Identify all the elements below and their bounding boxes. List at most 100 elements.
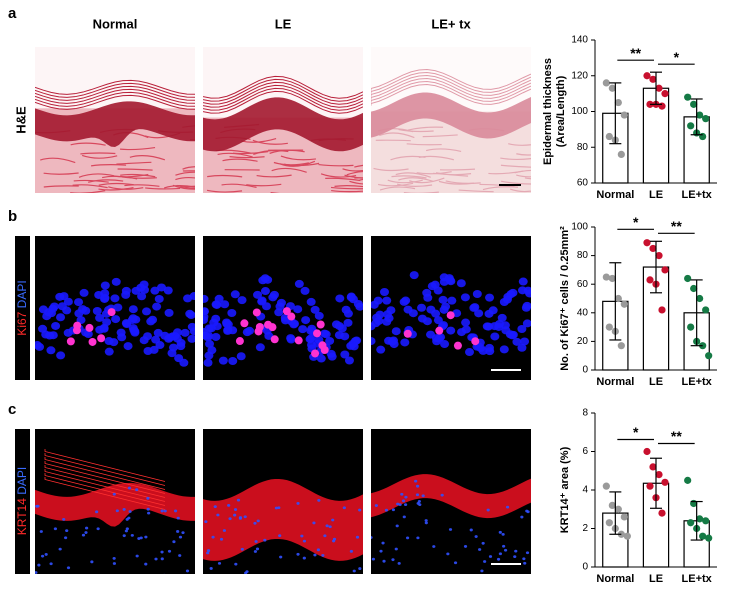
nucleus [113, 303, 123, 312]
nucleus [382, 310, 392, 319]
collagen [330, 186, 363, 190]
data-point [699, 342, 707, 350]
keratin-band [203, 478, 363, 561]
data-point [646, 482, 654, 490]
nucleus [74, 309, 84, 318]
collagen [232, 151, 269, 155]
nucleus [253, 290, 263, 299]
proliferating-nucleus [453, 341, 462, 350]
data-point [690, 100, 698, 108]
data-point [605, 519, 613, 527]
micrograph-content [371, 236, 531, 380]
nucleus [409, 271, 419, 280]
data-point [617, 530, 625, 538]
nucleus [431, 309, 441, 318]
nucleus [423, 293, 433, 302]
nucleus [400, 492, 404, 496]
nucleus [244, 571, 248, 574]
nucleus [376, 345, 386, 354]
panel-letter: c [8, 401, 16, 418]
background [35, 47, 195, 109]
nucleus [193, 580, 196, 583]
nucleus [415, 493, 420, 497]
nucleus [172, 540, 176, 544]
nucleus [382, 317, 392, 326]
nucleus [321, 330, 331, 339]
nucleus [344, 356, 354, 365]
nucleus [214, 579, 217, 582]
data-point [614, 294, 622, 303]
error-bar [650, 71, 662, 105]
stain-label: KRT14 [15, 498, 29, 535]
nucleus [334, 331, 344, 340]
nucleus [155, 341, 165, 350]
nucleus [56, 313, 66, 322]
collagen [377, 182, 414, 187]
data-point [687, 519, 695, 527]
nucleus [405, 536, 410, 540]
nucleus [328, 525, 332, 529]
panel-letter: a [8, 5, 17, 22]
nucleus [517, 325, 527, 334]
nucleus [84, 531, 88, 534]
data-point [655, 471, 663, 479]
collagen [373, 167, 409, 172]
micrograph [203, 236, 363, 380]
data-point [661, 90, 669, 98]
proliferating-nucleus [320, 346, 329, 355]
data-point [623, 532, 631, 540]
nucleus [167, 549, 172, 553]
data-point [620, 300, 628, 308]
nucleus [525, 509, 529, 513]
nucleus [144, 562, 148, 566]
column-label: LE+ tx [431, 16, 471, 31]
nucleus [100, 281, 110, 290]
collagen [124, 184, 160, 187]
stratum-corneum [203, 87, 363, 111]
data-point [620, 513, 628, 521]
nucleus [496, 557, 501, 561]
nucleus [178, 554, 182, 557]
nucleus [228, 326, 238, 335]
collagen [331, 189, 363, 193]
collagen [516, 153, 531, 156]
data-point [617, 150, 625, 158]
stratum-corneum [371, 72, 531, 94]
collagen [387, 179, 423, 184]
proliferating-nucleus [255, 322, 264, 331]
collagen [80, 152, 116, 155]
nucleus [216, 513, 220, 517]
micrograph-content [35, 236, 195, 380]
nucleus [123, 342, 133, 351]
nucleus [209, 567, 213, 570]
nucleus [418, 503, 422, 506]
proliferating-nucleus [471, 337, 480, 346]
nucleus [408, 309, 418, 318]
micrograph-content [35, 47, 195, 193]
data-point [643, 239, 651, 247]
nucleus [523, 286, 531, 295]
collagen [70, 190, 106, 193]
collagen [271, 167, 307, 173]
x-tick-label: LE+tx [682, 189, 713, 201]
nucleus [391, 327, 401, 336]
nucleus [296, 552, 300, 556]
collagen [458, 189, 494, 193]
nucleus [148, 315, 158, 324]
collagen [256, 174, 292, 178]
nucleus [163, 509, 167, 513]
nucleus [325, 524, 329, 528]
nucleus [164, 334, 174, 343]
significance-mark: * [633, 424, 639, 440]
proliferating-nucleus [287, 312, 296, 321]
nucleus [286, 334, 296, 343]
micrograph-content [35, 429, 196, 583]
nucleus [453, 561, 458, 565]
nucleus [306, 326, 316, 335]
nucleus [163, 573, 166, 574]
nucleus [448, 528, 453, 531]
nucleus [508, 330, 518, 339]
nucleus [186, 311, 195, 320]
proliferating-nucleus [403, 329, 412, 338]
nucleus [349, 342, 359, 351]
